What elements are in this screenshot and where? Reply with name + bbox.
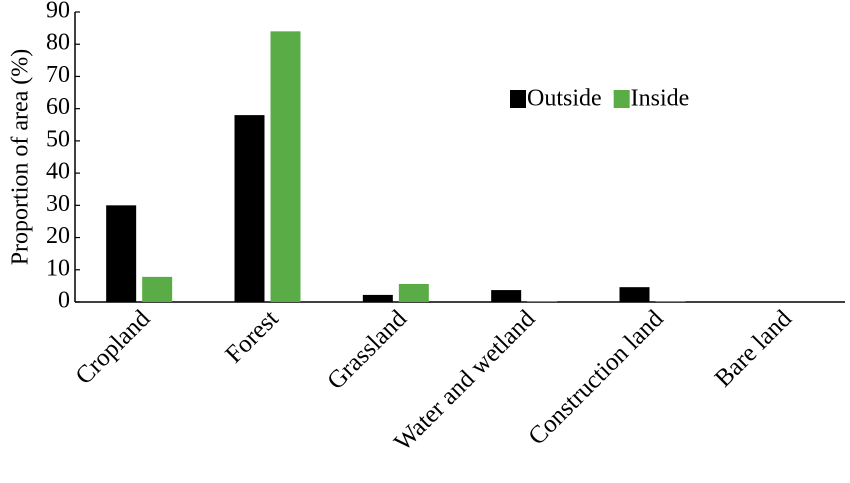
legend-label: Inside	[631, 86, 690, 112]
bar	[527, 301, 558, 302]
x-tick-label: Water and wetland	[389, 305, 541, 457]
bar	[234, 115, 265, 302]
bar	[270, 31, 301, 302]
y-tick-label: 20	[46, 223, 70, 249]
bar	[491, 290, 522, 302]
legend-label: Outside	[527, 86, 602, 112]
y-tick-label: 90	[46, 0, 70, 24]
bar	[106, 205, 137, 302]
x-tick-label: Cropland	[71, 305, 156, 390]
y-tick-label: 80	[46, 30, 70, 56]
x-tick-label: Forest	[220, 305, 283, 368]
y-tick-label: 30	[46, 191, 70, 217]
y-tick-label: 10	[46, 255, 70, 281]
bar	[142, 276, 173, 302]
bar	[398, 283, 429, 302]
y-tick-label: 40	[46, 159, 70, 185]
x-tick-label: Grassland	[322, 305, 412, 395]
x-tick-label: Bare land	[710, 305, 798, 393]
x-tick-label: Construction land	[523, 305, 669, 451]
bar	[362, 294, 393, 302]
y-tick-label: 50	[46, 126, 70, 152]
legend-swatch	[510, 90, 526, 108]
bar	[619, 287, 650, 302]
y-axis-label: Proportion of area (%)	[8, 49, 34, 266]
y-tick-label: 60	[46, 94, 70, 120]
y-tick-label: 0	[58, 288, 70, 314]
bar	[655, 301, 686, 302]
legend-swatch	[613, 90, 630, 108]
y-tick-label: 70	[46, 62, 70, 88]
